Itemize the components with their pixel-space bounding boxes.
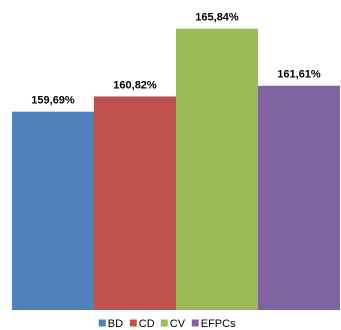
legend-swatch (129, 319, 137, 327)
legend-label: CV (170, 318, 186, 330)
value-label: 165,84% (195, 12, 239, 24)
legend-swatch (160, 319, 168, 327)
bar (176, 28, 258, 310)
value-label: 160,82% (113, 79, 157, 91)
legend-label: CD (139, 318, 155, 330)
legend-swatch (191, 319, 199, 327)
value-label: 161,61% (277, 69, 321, 81)
bar (12, 111, 94, 310)
value-label: 159,69% (31, 95, 75, 107)
legend-label: EFPCs (201, 318, 236, 330)
legend-swatch (98, 319, 106, 327)
bar (94, 96, 176, 311)
bar (258, 85, 340, 310)
legend-label: BD (108, 318, 123, 330)
